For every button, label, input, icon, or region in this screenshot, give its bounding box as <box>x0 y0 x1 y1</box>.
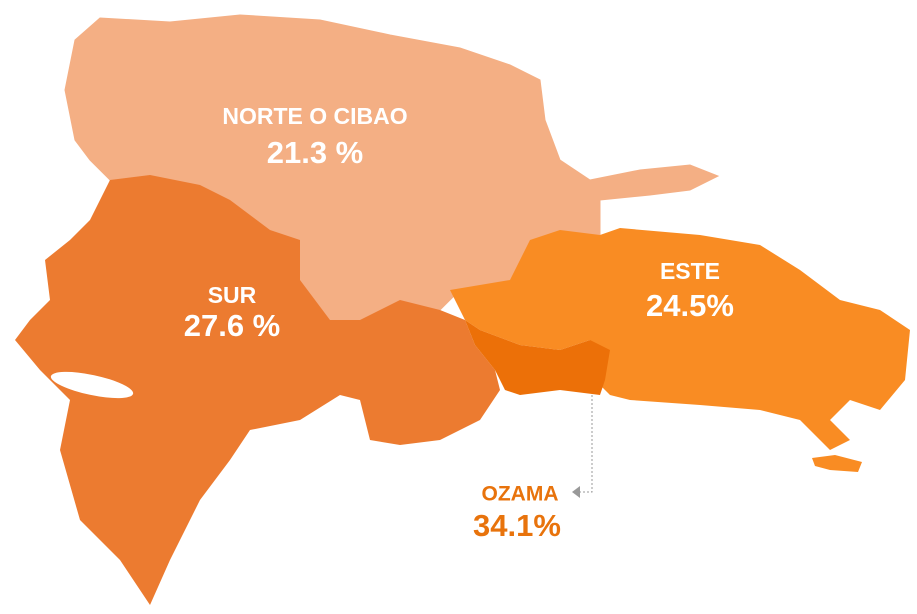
region-ozama <box>465 320 610 395</box>
region-este <box>450 228 910 450</box>
region-name: OZAMA <box>482 483 559 506</box>
lake <box>50 371 134 399</box>
region-value: 24.5% <box>646 288 734 323</box>
region-value: 34.1% <box>473 508 561 543</box>
region-name: NORTE O CIBAO <box>222 103 407 129</box>
region-name: ESTE <box>660 258 720 284</box>
region-value: 21.3 % <box>267 135 364 170</box>
island <box>812 455 862 472</box>
leader-line <box>580 395 593 493</box>
region-sur <box>15 175 500 605</box>
leader-arrow <box>572 486 580 498</box>
region-value: 27.6 % <box>184 308 281 343</box>
region-name: SUR <box>208 282 257 308</box>
